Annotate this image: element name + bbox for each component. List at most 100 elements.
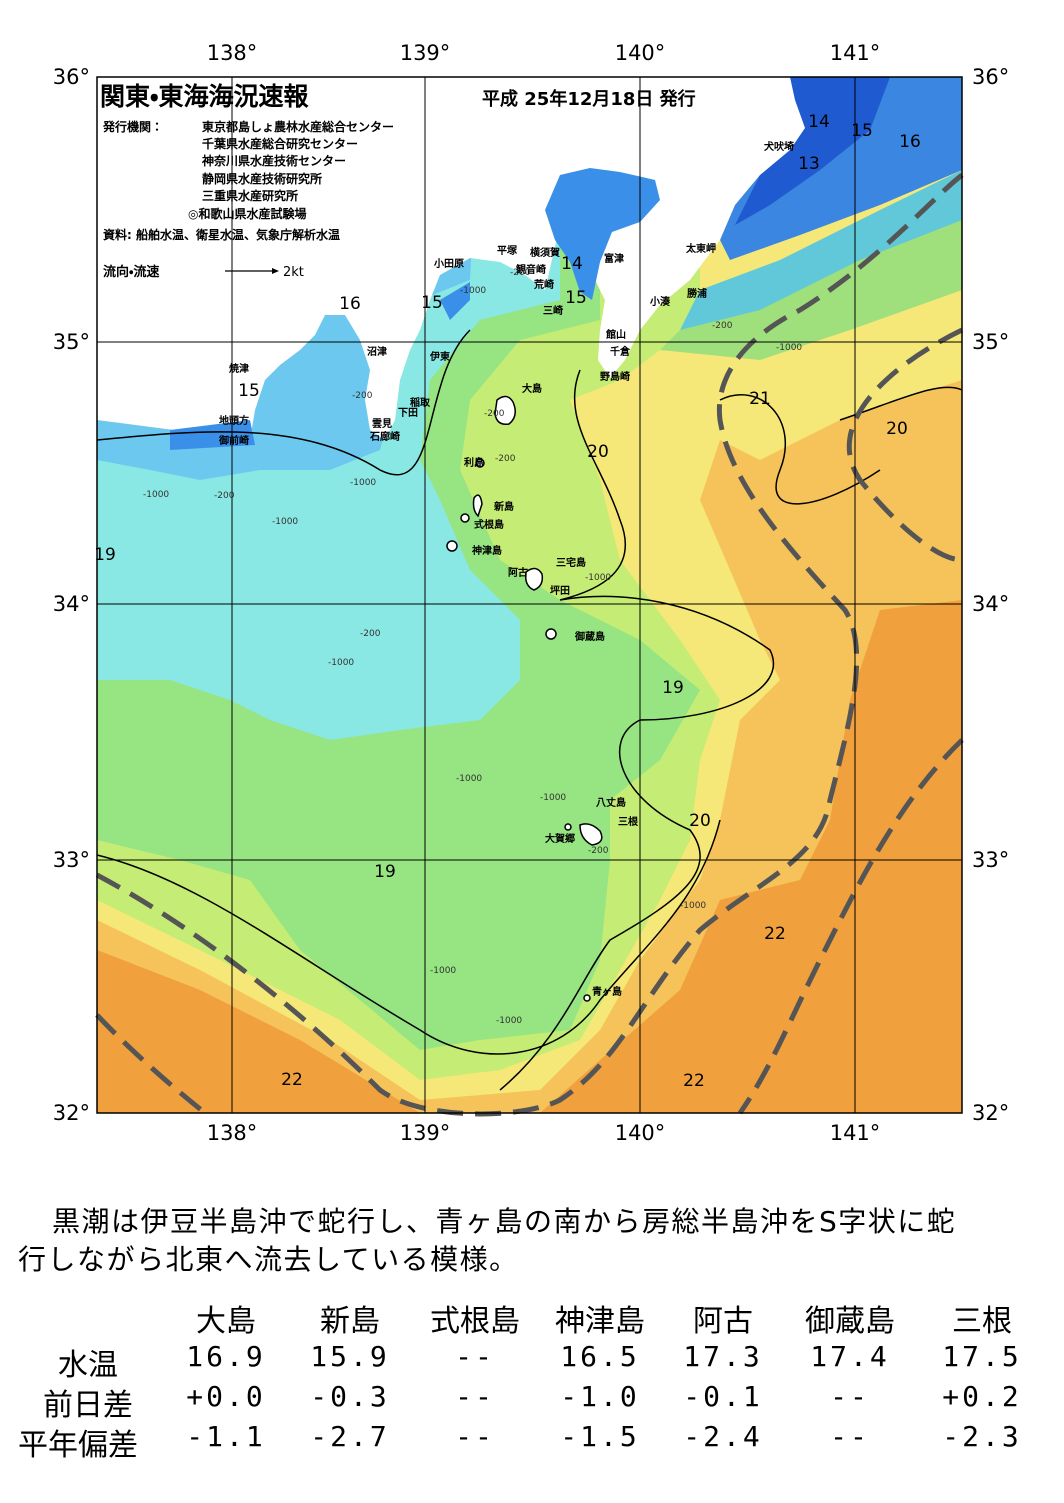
depth-label: -200 (712, 321, 733, 331)
longitude-label: 140° (615, 1121, 666, 1145)
table-cell: -- (455, 1340, 495, 1373)
depth-label: -200 (214, 491, 235, 501)
depth-label: -200 (588, 846, 609, 856)
place-label: 平塚 (497, 244, 518, 257)
place-label: 犬吠埼 (764, 140, 794, 153)
table-cell: -2.4 (683, 1420, 763, 1453)
place-label: 利島 (464, 456, 484, 469)
latitude-label: 35° (53, 330, 90, 354)
isotherm-label: 20 (587, 442, 609, 462)
depth-label: -1000 (328, 658, 354, 668)
isotherm-label: 15 (851, 121, 873, 141)
place-label: 千倉 (610, 345, 631, 358)
table-cell: 15.9 (310, 1340, 390, 1373)
depth-label: -200 (510, 268, 531, 278)
place-label: 三根 (618, 815, 639, 828)
table-cell: +0.2 (942, 1380, 1022, 1413)
place-label: 観音崎 (516, 263, 546, 276)
depth-label: -1000 (272, 517, 298, 527)
latitude-label: 34° (53, 592, 90, 616)
latitude-label: 34° (972, 592, 1009, 616)
issuer-label: 発行機関： (102, 119, 163, 134)
latitude-label: 33° (972, 848, 1009, 872)
depth-label: -1000 (680, 901, 706, 911)
flow-scale: 2kt (283, 265, 304, 280)
depth-label: -1000 (460, 286, 486, 296)
column-header: 御蔵島 (805, 1304, 895, 1339)
longitude-label: 138° (207, 1121, 258, 1145)
depth-label: -200 (352, 391, 373, 401)
column-header: 大島 (196, 1304, 256, 1339)
place-label: 野島崎 (600, 370, 630, 383)
issuer: 東京都島しょ農林水産総合センター (202, 119, 394, 134)
column-header: 神津島 (555, 1304, 645, 1339)
place-label: 三宅島 (556, 556, 586, 569)
table-cell: -2.3 (942, 1420, 1022, 1453)
table-cell: -- (830, 1420, 870, 1453)
tokyo-bay (545, 168, 660, 300)
table-cell: -1.1 (186, 1420, 266, 1453)
depth-label: -200 (495, 454, 516, 464)
issuer: 千葉県水産総合研究センター (202, 136, 358, 151)
kuroshio-axis (95, 173, 964, 1117)
latitude-label: 33° (53, 848, 90, 872)
depth-label: -1000 (496, 1016, 522, 1026)
isotherm-label: 15 (238, 381, 260, 401)
issue-date: 平成 25年12月18日 発行 (482, 88, 696, 110)
isotherm-label: 22 (281, 1070, 303, 1090)
longitude-label: 140° (615, 41, 666, 65)
issuer: ◎和歌山県水産試験場 (188, 206, 306, 221)
depth-label: -1000 (776, 343, 802, 353)
column-header: 阿古 (693, 1304, 753, 1339)
isotherm-label: 16 (899, 132, 921, 152)
place-label: 伊東 (429, 350, 450, 363)
place-label: 式根島 (474, 518, 504, 531)
place-label: 石廊崎 (369, 430, 400, 443)
table-cell: -0.1 (683, 1380, 763, 1413)
table-cell: -1.5 (560, 1420, 640, 1453)
table-cell: 16.9 (186, 1340, 266, 1373)
depth-label: -1000 (430, 966, 456, 976)
place-label: 大賀郷 (545, 832, 575, 845)
graticule (96, 76, 963, 1114)
isotherm-label: 19 (94, 545, 116, 565)
column-header: 式根島 (430, 1304, 520, 1339)
place-label: 御蔵島 (574, 630, 605, 643)
table-cell: -- (455, 1380, 495, 1413)
place-label: 館山 (605, 328, 626, 341)
depth-label: -200 (484, 409, 505, 419)
isotherm-label: 14 (808, 112, 830, 132)
place-label: 小湊 (649, 295, 671, 308)
isotherm-label: 22 (764, 924, 786, 944)
isotherm-label: 21 (749, 389, 771, 409)
title: 関東・東海海況速報 (100, 82, 310, 111)
longitude-label: 139° (400, 41, 451, 65)
isotherm-label: 19 (374, 862, 396, 882)
latitude-label: 36° (972, 65, 1009, 89)
place-label: 勝浦 (687, 287, 707, 300)
table-cell: 17.4 (810, 1340, 890, 1373)
table-cell: -- (830, 1380, 870, 1413)
islands (446, 395, 603, 1002)
row-label: 平年偏差 (18, 1428, 138, 1463)
place-label: 坪田 (550, 584, 570, 597)
issuer: 静岡県水産技術研究所 (202, 171, 322, 186)
place-label: 富津 (604, 252, 624, 265)
flow-arrow-head (272, 268, 279, 274)
row-label: 水温 (58, 1348, 118, 1383)
place-label: 青ヶ島 (592, 985, 622, 998)
isotherm-label: 15 (565, 288, 587, 308)
table-cell: -0.3 (310, 1380, 390, 1413)
depth-label: -1000 (585, 573, 611, 583)
place-label: 稲取 (410, 396, 431, 409)
longitude-label: 138° (207, 41, 258, 65)
table-cell: -- (455, 1420, 495, 1453)
column-header: 三根 (952, 1304, 1012, 1339)
longitude-label: 139° (400, 1121, 451, 1145)
row-label: 前日差 (43, 1388, 133, 1423)
isotherm-label: 14 (561, 254, 583, 274)
place-label: 太東岬 (685, 242, 716, 255)
place-label: 地頭方 (219, 414, 249, 427)
